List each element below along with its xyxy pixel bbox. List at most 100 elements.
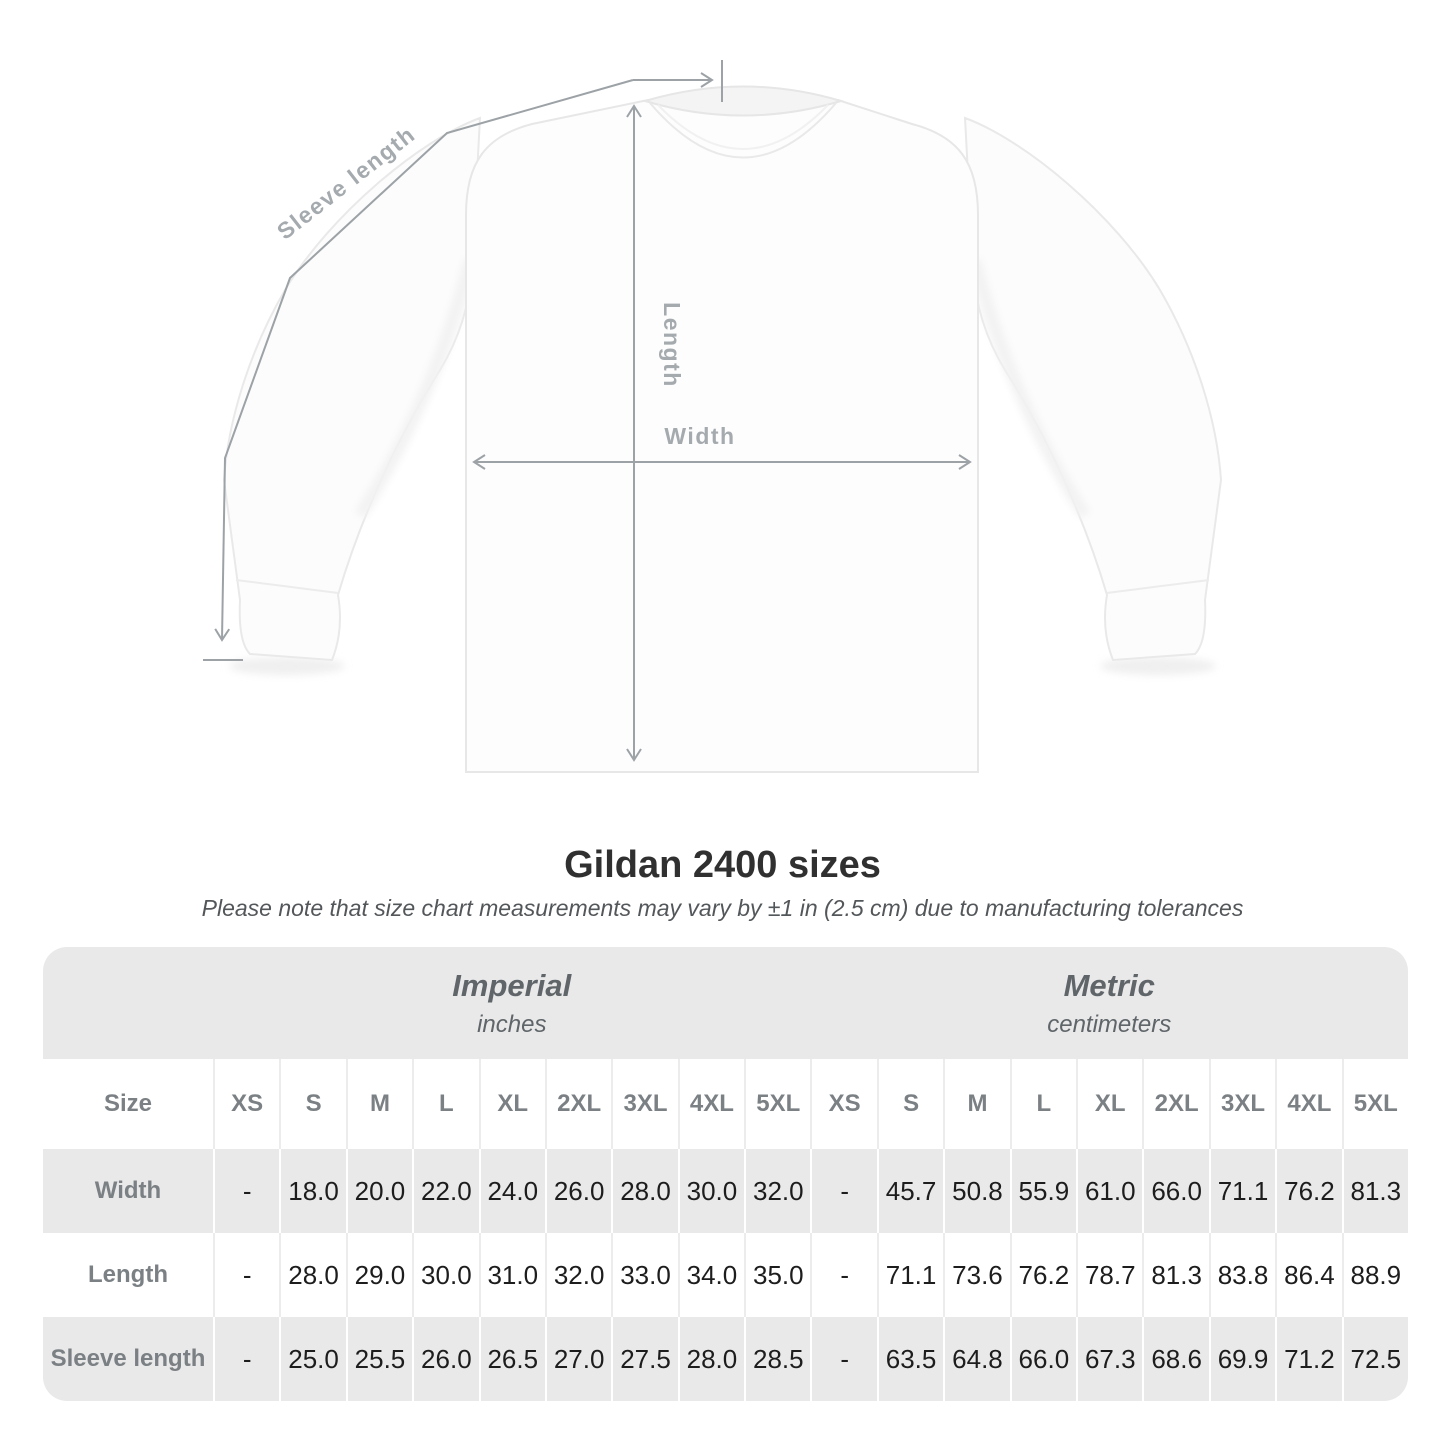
value-cell-imperial: 20.0 — [345, 1149, 412, 1233]
size-header-metric: 4XL — [1275, 1059, 1341, 1149]
size-header-imperial: XL — [478, 1059, 545, 1149]
size-header-imperial: 5XL — [744, 1059, 810, 1149]
imperial-unit-label: inches — [477, 1010, 547, 1038]
left-sleeve-crease — [354, 258, 476, 519]
value-cell-imperial: 32.0 — [544, 1233, 611, 1317]
value-cell-metric: 55.9 — [1009, 1149, 1076, 1233]
value-cell-imperial: 25.5 — [345, 1317, 412, 1401]
value-cell-metric: 81.3 — [1142, 1233, 1208, 1317]
length-label: Length — [659, 302, 685, 388]
value-cell-metric: 71.2 — [1275, 1317, 1341, 1401]
value-cell-metric: 61.0 — [1076, 1149, 1142, 1233]
shirt-measurement-diagram: Sleeve length Length Width — [203, 60, 1223, 781]
unit-band: Imperial inches Metric centimeters — [43, 947, 1408, 1059]
value-cell-imperial: 30.0 — [412, 1233, 478, 1317]
value-cell-metric: 71.1 — [1208, 1149, 1275, 1233]
row-label: Sleeve length — [50, 1345, 206, 1372]
value-cell-metric: 64.8 — [943, 1317, 1009, 1401]
sleeve-measure-line — [214, 79, 634, 642]
table-row-width: Width -18.0 20.0 22.0 24.0 26.0 28.0 30.0 32.0-4… — [43, 1149, 1408, 1233]
value-cell-metric: 63.5 — [876, 1317, 943, 1401]
page-title: Gildan 2400 sizes — [564, 844, 881, 886]
value-cell-imperial: 26.0 — [412, 1317, 478, 1401]
value-cell-metric: 68.6 — [1142, 1317, 1208, 1401]
value-cell-imperial: 35.0 — [744, 1233, 810, 1317]
metric-label: Metric — [1063, 967, 1155, 1003]
size-header-metric: M — [943, 1059, 1009, 1149]
value-cell-imperial: 22.0 — [412, 1149, 478, 1233]
value-cell-imperial: 31.0 — [478, 1233, 545, 1317]
value-cell-metric: 72.5 — [1341, 1317, 1408, 1401]
left-cuff-seam — [235, 579, 339, 594]
value-cell-imperial: 27.0 — [544, 1317, 611, 1401]
value-cell-metric: - — [810, 1317, 876, 1401]
size-header-metric: S — [876, 1059, 943, 1149]
size-header-imperial: L — [412, 1059, 478, 1149]
value-cell-imperial: 30.0 — [677, 1149, 744, 1233]
value-cell-imperial: 28.0 — [611, 1149, 677, 1233]
value-cell-imperial: 27.5 — [611, 1317, 677, 1401]
collar — [641, 85, 845, 117]
table-row-sleeve-length: Sleeve length -25.0 25.5 26.0 26.5 27.0 27.5 28… — [43, 1317, 1408, 1401]
value-cell-metric: 78.7 — [1076, 1233, 1142, 1317]
value-cell-metric: 67.3 — [1076, 1317, 1142, 1401]
value-cell-imperial: 29.0 — [345, 1233, 412, 1317]
value-cell-imperial: - — [213, 1149, 279, 1233]
value-cell-imperial: 34.0 — [677, 1233, 744, 1317]
unit-group-imperial: Imperial inches — [213, 947, 811, 1059]
measurement-lines — [203, 60, 972, 762]
value-cell-imperial: 28.0 — [677, 1317, 744, 1401]
shirt-illustration — [222, 85, 1223, 781]
metric-unit-label: centimeters — [1047, 1010, 1172, 1038]
value-cell-metric: 88.9 — [1341, 1233, 1408, 1317]
value-cell-imperial: 32.0 — [744, 1149, 810, 1233]
value-cell-metric: 83.8 — [1208, 1233, 1275, 1317]
value-cell-metric: - — [810, 1149, 876, 1233]
unit-group-metric: Metric centimeters — [811, 947, 1409, 1059]
value-cell-imperial: - — [213, 1317, 279, 1401]
value-cell-metric: 66.0 — [1009, 1317, 1076, 1401]
size-header-imperial: 2XL — [544, 1059, 611, 1149]
right-cuff-shadow — [1100, 657, 1216, 675]
width-label: Width — [664, 423, 735, 449]
value-cell-metric: 50.8 — [943, 1149, 1009, 1233]
left-cuff-shadow — [229, 657, 345, 675]
value-cell-metric: 81.3 — [1341, 1149, 1408, 1233]
table-header-row: Size XS S M L XL 2XL 3XL 4XL 5XL XS S M L XL 2XL 3XL 4XL 5… — [43, 1059, 1408, 1149]
size-header-imperial: S — [279, 1059, 345, 1149]
value-cell-imperial: 26.5 — [478, 1317, 545, 1401]
row-label: Width — [94, 1177, 162, 1204]
value-cell-imperial: 18.0 — [279, 1149, 345, 1233]
size-table: Imperial inches Metric centimeters Size X… — [43, 947, 1408, 1401]
value-cell-metric: 45.7 — [876, 1149, 943, 1233]
size-header-metric: L — [1009, 1059, 1076, 1149]
size-corner-header: Size — [103, 1090, 153, 1117]
value-cell-imperial: 26.0 — [544, 1149, 611, 1233]
size-header-metric: 2XL — [1142, 1059, 1208, 1149]
value-cell-imperial: - — [213, 1233, 279, 1317]
right-sleeve — [963, 116, 1223, 662]
value-cell-imperial: 25.0 — [279, 1317, 345, 1401]
value-cell-metric: 66.0 — [1142, 1149, 1208, 1233]
size-header-metric: 3XL — [1208, 1059, 1275, 1149]
value-cell-metric: 76.2 — [1275, 1149, 1341, 1233]
size-header-metric: XS — [810, 1059, 876, 1149]
value-cell-imperial: 28.5 — [744, 1317, 810, 1401]
imperial-label: Imperial — [452, 967, 572, 1003]
neckline-seam — [649, 102, 837, 159]
size-header-imperial: XS — [213, 1059, 279, 1149]
size-grid: Size XS S M L XL 2XL 3XL 4XL 5XL XS S M L XL 2XL 3XL 4XL 5… — [43, 1059, 1408, 1401]
row-label: Length — [88, 1261, 168, 1288]
value-cell-metric: 69.9 — [1208, 1317, 1275, 1401]
size-header-imperial: 4XL — [677, 1059, 744, 1149]
table-row-length: Length -28.0 29.0 30.0 31.0 32.0 33.0 34.0 35.0-… — [43, 1233, 1408, 1317]
value-cell-metric: 86.4 — [1275, 1233, 1341, 1317]
size-header-metric: XL — [1076, 1059, 1142, 1149]
value-cell-imperial: 24.0 — [478, 1149, 545, 1233]
value-cell-imperial: 28.0 — [279, 1233, 345, 1317]
value-cell-metric: 71.1 — [876, 1233, 943, 1317]
unit-band-spacer — [43, 947, 213, 1059]
value-cell-imperial: 33.0 — [611, 1233, 677, 1317]
value-cell-metric: - — [810, 1233, 876, 1317]
